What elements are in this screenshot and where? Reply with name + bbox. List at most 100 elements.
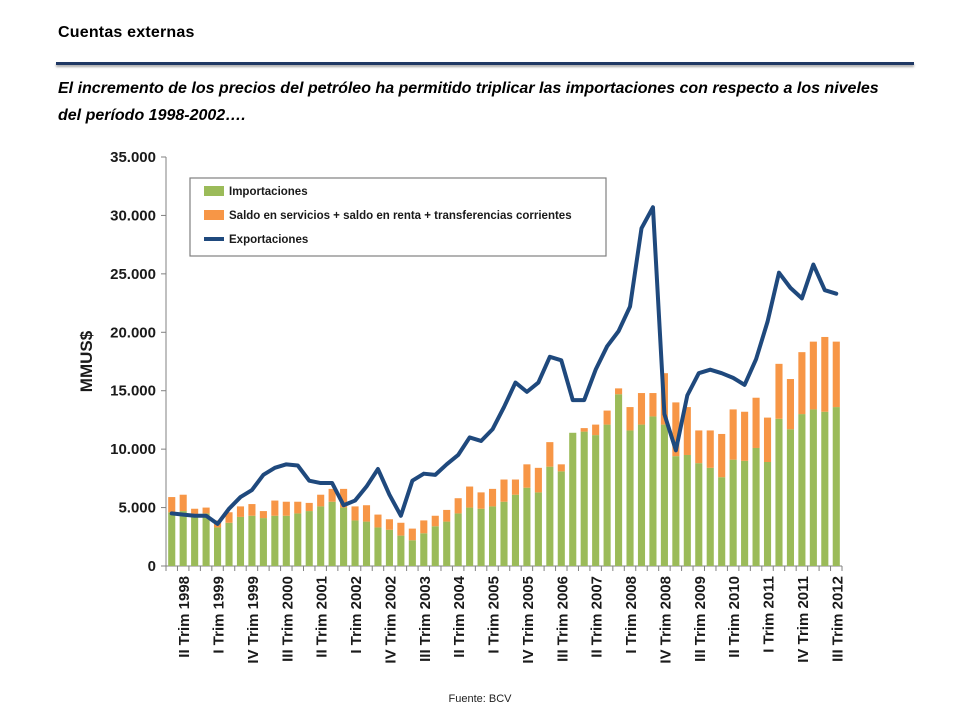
bar-saldo <box>672 402 680 457</box>
point-exportaciones <box>445 463 448 466</box>
point-exportaciones <box>422 472 425 475</box>
bar-saldo <box>477 492 485 509</box>
y-tick-label: 15.000 <box>110 383 156 400</box>
bar-saldo <box>546 442 554 467</box>
bar-saldo <box>271 500 279 516</box>
point-exportaciones <box>193 514 196 517</box>
chart-bars <box>168 336 840 566</box>
bar-importaciones <box>775 418 783 566</box>
bar-importaciones <box>362 521 371 566</box>
point-exportaciones <box>800 297 804 300</box>
x-tick-label: I Trim 2002 <box>348 576 365 654</box>
x-tick-label: III Trim 2000 <box>279 576 296 662</box>
point-exportaciones <box>812 263 815 266</box>
legend-swatch <box>204 186 224 196</box>
point-exportaciones <box>731 376 735 380</box>
bar-importaciones <box>191 515 199 566</box>
point-exportaciones <box>239 495 242 499</box>
bar-importaciones <box>248 515 256 566</box>
point-exportaciones <box>330 481 334 485</box>
bar-saldo <box>340 488 348 508</box>
point-exportaciones <box>365 485 368 488</box>
bar-saldo <box>317 494 325 507</box>
point-exportaciones <box>388 493 391 496</box>
point-exportaciones <box>319 481 322 485</box>
x-tick-label: IV Trim 2005 <box>520 576 537 664</box>
bar-importaciones <box>523 487 531 566</box>
bar-importaciones <box>580 431 588 566</box>
chart-lines <box>169 205 839 526</box>
point-exportaciones <box>250 488 254 492</box>
bar-importaciones <box>718 477 726 566</box>
y-tick-label: 30.000 <box>110 207 156 224</box>
bar-importaciones <box>225 522 233 566</box>
point-exportaciones <box>537 381 540 384</box>
x-tick-label: II Trim 2007 <box>589 576 606 658</box>
bar-importaciones <box>649 416 657 566</box>
x-tick-label: I Trim 2005 <box>486 576 503 654</box>
legend-label: Exportaciones <box>229 234 308 246</box>
bar-importaciones <box>763 461 772 566</box>
slide-title: Cuentas externas <box>58 24 195 41</box>
bar-importaciones <box>214 527 222 566</box>
bar-saldo <box>695 430 703 464</box>
bar-saldo <box>385 519 393 530</box>
point-exportaciones <box>342 504 345 507</box>
point-exportaciones <box>273 466 277 470</box>
bar-importaciones <box>569 432 577 566</box>
point-exportaciones <box>491 428 494 431</box>
bar-saldo <box>488 488 497 507</box>
bar-saldo <box>294 501 302 514</box>
point-exportaciones <box>835 292 838 295</box>
point-exportaciones <box>709 368 712 371</box>
bar-importaciones <box>443 521 451 566</box>
bar-saldo <box>351 506 359 521</box>
slide-subtitle: El incremento de los precios del petróle… <box>58 80 879 124</box>
bar-saldo <box>191 508 199 516</box>
bar-saldo <box>179 494 187 512</box>
point-exportaciones <box>216 522 219 526</box>
point-exportaciones <box>777 271 781 274</box>
chart-legend: Importaciones Saldo en servicios + saldo … <box>189 177 607 257</box>
x-tick-label: IV Trim 2008 <box>657 576 674 664</box>
point-exportaciones <box>308 479 311 482</box>
point-exportaciones <box>743 383 746 387</box>
legend-label: Saldo en servicios + saldo en renta + tr… <box>229 210 572 222</box>
bar-saldo <box>397 522 405 536</box>
bar-saldo <box>741 411 749 461</box>
bar-saldo <box>809 341 817 410</box>
bar-saldo <box>431 515 439 527</box>
bar-importaciones <box>786 429 794 566</box>
bar-saldo <box>718 433 726 478</box>
x-tick-label: II Trim 1998 <box>176 576 193 658</box>
bar-saldo <box>649 393 657 417</box>
point-exportaciones <box>296 464 299 467</box>
bar-saldo <box>523 464 531 488</box>
bar-saldo <box>236 506 245 517</box>
bar-saldo <box>328 488 336 502</box>
bar-importaciones <box>672 456 680 566</box>
y-tick-label: 20.000 <box>110 324 156 341</box>
bar-saldo <box>557 464 565 472</box>
point-exportaciones <box>434 473 437 477</box>
bar-importaciones <box>557 471 565 566</box>
x-tick-label: II Trim 2010 <box>726 576 743 658</box>
bar-importaciones <box>660 424 668 566</box>
legend-swatch <box>204 210 224 220</box>
bar-saldo <box>752 397 760 448</box>
point-exportaciones <box>617 329 620 333</box>
bar-importaciones <box>695 463 703 566</box>
point-exportaciones <box>353 499 357 502</box>
bar-importaciones <box>202 513 210 566</box>
point-exportaciones <box>262 473 265 477</box>
bar-importaciones <box>408 540 416 566</box>
bar-saldo <box>706 430 714 468</box>
legend-label: Importaciones <box>229 186 308 198</box>
title-divider <box>56 62 914 65</box>
bar-saldo <box>511 479 520 495</box>
y-tick-label: 25.000 <box>110 266 156 283</box>
bar-saldo <box>775 363 783 419</box>
bar-saldo <box>168 497 176 513</box>
bar-saldo <box>408 528 416 541</box>
point-exportaciones <box>720 371 723 375</box>
